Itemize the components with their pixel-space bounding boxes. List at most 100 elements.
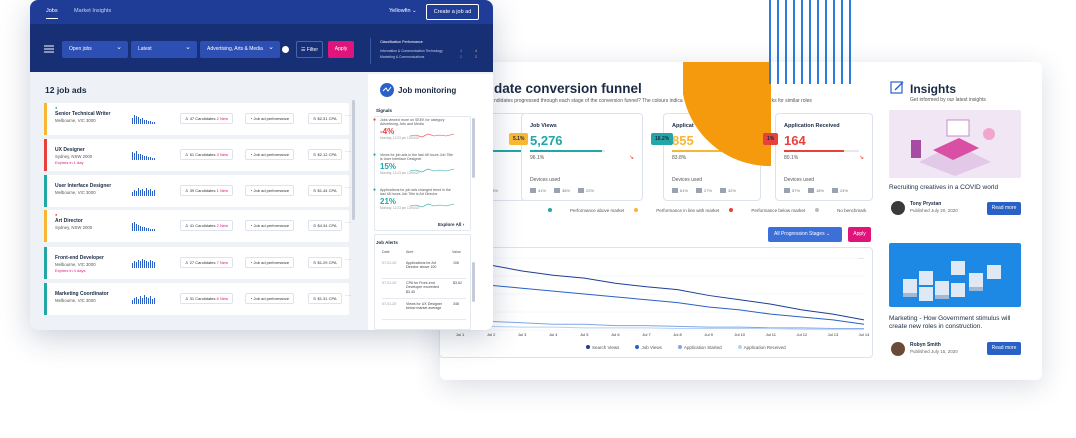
job-row[interactable]: UX Designer Sydney, NSW 2000 Expires in 1 … <box>44 139 351 171</box>
cpa-chip[interactable]: ⊙ $4.34 CPA <box>308 220 342 231</box>
row-menu-icon[interactable]: ··· <box>345 293 351 299</box>
read-more-button[interactable]: Read more <box>987 202 1021 215</box>
device-share: 57% <box>784 188 800 193</box>
article-image-creatives[interactable] <box>889 110 1021 178</box>
pin-icon: ● <box>55 105 58 110</box>
alerts-box <box>374 234 471 330</box>
line-chart-svg: Jul 1 Jul 2 Jul 3 Jul 4 Jul 5 Jul 6 Jul 7 Jul 8… <box>456 256 870 337</box>
funnel-card[interactable]: Application Received 164 80.1% ↘ Devices use… <box>775 113 873 201</box>
explore-all-link[interactable]: Explore All › <box>438 222 465 227</box>
row-menu-icon[interactable]: ··· <box>345 185 351 191</box>
job-title[interactable]: Marketing Coordinator <box>55 291 109 297</box>
menu-icon[interactable] <box>44 45 54 53</box>
candidates-chip[interactable]: ♙ 27 Candidates 7 New <box>180 257 233 268</box>
funnel-subtitle-end: marks for similar roles <box>763 98 812 104</box>
job-row[interactable]: ● Art Director Sydney, NSW 2000 ♙ 41 Candid… <box>44 210 351 242</box>
alert-col-value: Value <box>452 250 461 254</box>
signal-timestamp: Monday, 12:23 pm 12/04/20 <box>380 205 420 210</box>
row-menu-icon[interactable]: ··· <box>345 220 351 226</box>
funnel-card[interactable]: Job Views 5,276 96.1% ↘ Devices used 41% 38% 22… <box>521 113 643 201</box>
cpa-chip[interactable]: ⊙ $1.31 CPA <box>308 293 342 304</box>
candidates-chip[interactable]: ♙ 47 Candidates 2 New <box>180 113 233 124</box>
article-title[interactable]: Marketing - How Government stimulus will… <box>889 315 1011 330</box>
job-performance-chip[interactable]: ◔ Job ad performance <box>245 113 295 124</box>
devices-label: Devices used <box>672 177 703 183</box>
job-expiry: Expires in 4 days <box>55 268 86 273</box>
job-row[interactable]: User Interface Designer Melbourne, VIC 30… <box>44 175 351 207</box>
signal-pin-icon: ● <box>373 152 377 158</box>
views-sparkline <box>132 186 155 196</box>
article-date: Published July 15, 2020 <box>910 349 958 354</box>
job-title[interactable]: Art Director <box>55 218 83 224</box>
apply-filter-button[interactable]: Apply <box>328 41 354 58</box>
sort-select[interactable]: Latest <box>131 39 197 58</box>
author-avatar <box>891 342 905 356</box>
money-icon: ⊙ <box>313 260 318 265</box>
card-progress <box>530 150 605 152</box>
job-title[interactable]: Front-end Developer <box>55 255 104 261</box>
alert-row[interactable]: 07-01-20 CPA for Front-end Developer exce… <box>382 281 466 299</box>
job-performance-chip[interactable]: ◔ Job ad performance <box>245 293 295 304</box>
alert-date: 07-01-20 <box>382 261 397 265</box>
monitoring-title: Job monitoring <box>398 86 457 95</box>
category-select[interactable]: Advertising, Arts & Media <box>200 39 280 58</box>
chart-menu-icon[interactable]: ··· <box>858 256 864 262</box>
job-ads-count: 12 job ads <box>45 85 87 95</box>
job-performance-chip[interactable]: ◔ Job ad performance <box>245 257 295 268</box>
series-line-1 <box>459 282 865 325</box>
create-job-ad-button[interactable]: Create a job ad <box>426 4 479 20</box>
signal-item[interactable]: ● Jobs viewed more on SEEK for category A… <box>373 117 456 140</box>
apply-stage-button[interactable]: Apply <box>848 227 871 242</box>
row-menu-icon[interactable]: ··· <box>345 149 351 155</box>
cpa-chip[interactable]: ⊙ $1.44 CPA <box>308 185 342 196</box>
job-title[interactable]: Senior Technical Writer <box>55 111 111 117</box>
alert-col-date: Date <box>382 250 390 254</box>
signals-scrollbar[interactable] <box>472 118 475 178</box>
signal-timestamp: Monday, 12:23 pm 12/04/20 <box>380 135 420 140</box>
status-select[interactable]: Open jobs <box>62 39 128 58</box>
cpa-chip[interactable]: ⊙ $1.29 CPA <box>308 257 342 268</box>
legend-item: Application Received <box>732 345 786 350</box>
job-performance-chip[interactable]: ◔ Job ad performance <box>245 149 295 160</box>
tab-market-insights[interactable]: Market Insights <box>74 8 112 14</box>
stage-select[interactable]: All Progression Stages ⌄ <box>768 227 842 242</box>
row-menu-icon[interactable]: ··· <box>345 113 351 119</box>
job-row[interactable]: Front-end Developer Melbourne, VIC 3000 Ex… <box>44 247 351 279</box>
job-title[interactable]: UX Designer <box>55 147 85 153</box>
device-share: 38% <box>554 188 570 193</box>
signal-text: Applications for job ads changed trend i… <box>380 188 451 197</box>
read-more-button[interactable]: Read more <box>987 342 1021 355</box>
alerts-scrollbar[interactable] <box>472 262 475 302</box>
filter-button[interactable]: ☰ Filter <box>296 41 323 58</box>
row-menu-icon[interactable]: ··· <box>345 257 351 263</box>
job-row[interactable]: Marketing Coordinator Melbourne, VIC 3000… <box>44 283 351 315</box>
candidates-chip[interactable]: ♙ 31 Candidates 6 New <box>180 293 233 304</box>
article-author: Tony Prystan <box>910 201 942 207</box>
signal-item[interactable]: ● Applications for job ads changed trend … <box>373 187 456 210</box>
card-percent: 83.8% <box>672 155 687 161</box>
company-switcher[interactable]: Yellowfin ⌄ <box>389 8 417 14</box>
author-avatar <box>891 201 905 215</box>
job-row[interactable]: ● Senior Technical Writer Melbourne, VIC 3… <box>44 103 351 135</box>
signal-item[interactable]: ● Views for job ads in the last 48 hours … <box>373 152 456 175</box>
clear-category-icon[interactable] <box>282 46 289 53</box>
candidates-chip[interactable]: ♙ 61 Candidates 3 New <box>180 149 233 160</box>
candidates-chip[interactable]: ♙ 39 Candidates 1 New <box>180 185 233 196</box>
job-performance-chip[interactable]: ◔ Job ad performance <box>245 185 295 196</box>
signal-percent: 15% <box>380 161 397 171</box>
money-icon: ⊙ <box>313 223 318 228</box>
alert-row[interactable]: 07-01-20 Applications for Art Director ab… <box>382 261 466 279</box>
cpa-chip[interactable]: ⊙ $2.12 CPA <box>308 149 342 160</box>
list-scrollbar[interactable] <box>352 100 355 220</box>
x-tick-label: Jul 5 <box>580 332 589 337</box>
alert-row[interactable]: 07-01-20 Views for UX Designer below mark… <box>382 302 466 320</box>
article-title[interactable]: Recruiting creatives in a COVID world <box>889 184 999 191</box>
stripes-lower <box>769 62 851 84</box>
job-title[interactable]: User Interface Designer <box>55 183 112 189</box>
cpa-chip[interactable]: ⊙ $2.31 CPA <box>308 113 342 124</box>
candidates-chip[interactable]: ♙ 41 Candidates 2 New <box>180 220 233 231</box>
candidates-icon: ♙ <box>185 296 190 301</box>
tab-jobs[interactable]: Jobs <box>46 8 58 19</box>
article-image-construction[interactable] <box>889 243 1021 307</box>
job-performance-chip[interactable]: ◔ Job ad performance <box>245 220 295 231</box>
